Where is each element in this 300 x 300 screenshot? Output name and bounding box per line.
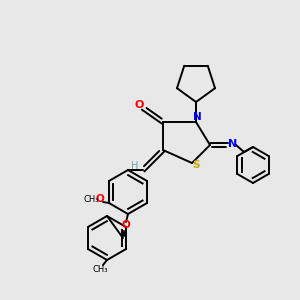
Text: O: O (96, 194, 104, 204)
Text: N: N (228, 139, 238, 149)
Text: H: H (131, 161, 139, 171)
Text: S: S (192, 160, 200, 170)
Text: CH₃: CH₃ (92, 265, 108, 274)
Text: N: N (193, 112, 201, 122)
Text: O: O (122, 220, 130, 230)
Text: O: O (134, 100, 144, 110)
Text: CH₃: CH₃ (83, 194, 99, 203)
